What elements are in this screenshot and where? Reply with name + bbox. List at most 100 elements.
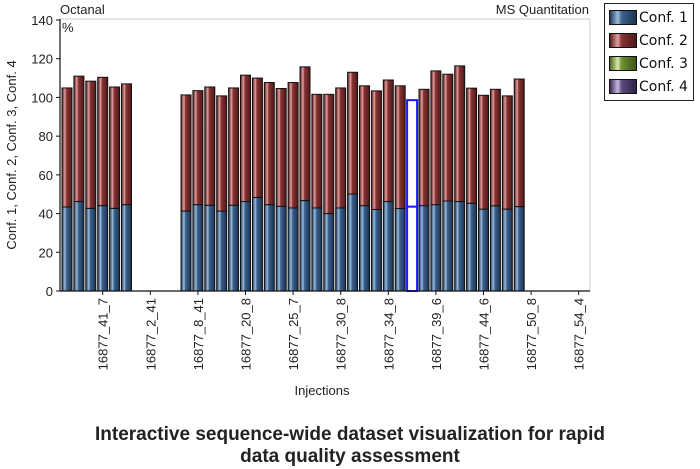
legend-item-conf-1[interactable]: Conf. 1 [609,6,693,29]
bar-conf-2-slot-6[interactable] [121,83,132,206]
bar-conf-2-slot-21[interactable] [299,66,311,202]
y-tick-label: 100 [31,90,53,105]
bar-conf-2-slot-27[interactable] [370,90,382,211]
bar-conf-2-slot-2[interactable] [73,75,85,203]
bar-conf-1-slot-18[interactable] [263,204,275,292]
bar-conf-2-slot-28[interactable] [382,79,394,203]
bar-conf-2-slot-23[interactable] [323,93,335,215]
bar-conf-2-slot-11[interactable] [180,94,192,212]
bar-conf-1-slot-33[interactable] [442,200,454,292]
x-tick-label: 16877_39_6 [429,298,444,370]
bar-conf-2-slot-5[interactable] [109,86,121,209]
bar-conf-1-slot-11[interactable] [180,210,192,292]
bar-conf-2-slot-4[interactable] [97,76,109,207]
y-tick-label: 80 [39,129,53,144]
y-tick-label: 120 [31,52,53,67]
bar-conf-1-slot-4[interactable] [97,205,109,292]
bar-conf-2-slot-1[interactable] [61,87,73,208]
chart-title-left: Octanal [60,2,105,17]
bar-conf-1-slot-35[interactable] [466,202,478,292]
bar-conf-1-slot-38[interactable] [501,208,513,292]
bar-conf-2-slot-31[interactable] [418,88,430,207]
bar-conf-2-slot-3[interactable] [85,80,97,209]
x-tick-label: 16877_20_8 [239,298,254,370]
x-tick-label: 16877_44_6 [477,298,492,370]
bar-conf-1-slot-36[interactable] [478,208,489,292]
legend-item-conf-3[interactable]: Conf. 3 [609,52,693,75]
legend-swatch-conf-2 [609,33,637,48]
bar-conf-2-slot-34[interactable] [454,65,466,203]
bar-conf-2-slot-19[interactable] [275,88,287,207]
bar-conf-2-slot-24[interactable] [335,87,347,209]
bar-conf-2-slot-36[interactable] [478,94,489,210]
bar-conf-2-slot-37[interactable] [489,88,501,207]
bar-conf-1-slot-37[interactable] [489,205,501,292]
legend-swatch-conf-3 [609,56,637,71]
bar-conf-1-slot-26[interactable] [359,205,370,292]
bar-conf-1-slot-5[interactable] [109,207,121,292]
bar-conf-1-slot-39[interactable] [513,206,525,292]
bar-conf-1-slot-27[interactable] [370,209,382,292]
bar-conf-1-slot-1[interactable] [61,206,73,292]
bar-conf-2-slot-16[interactable] [240,74,251,203]
y-tick-label: 40 [39,207,53,222]
bar-conf-2-slot-25[interactable] [347,71,359,195]
bar-conf-2-slot-12[interactable] [192,90,204,206]
bar-conf-2-slot-29[interactable] [394,85,406,210]
bar-conf-1-slot-23[interactable] [323,213,335,292]
bar-conf-2-slot-33[interactable] [442,73,454,202]
legend-label: Conf. 3 [639,55,688,72]
legend-item-conf-4[interactable]: Conf. 4 [609,75,693,98]
bar-conf-2-slot-26[interactable] [359,85,370,207]
y-tick-label: 60 [39,168,53,183]
unit-label: % [62,20,74,35]
bar-conf-1-slot-25[interactable] [347,193,359,292]
x-tick-label: 16877_2_41 [143,298,158,370]
bar-conf-1-slot-6[interactable] [121,204,132,292]
bar-conf-1-slot-13[interactable] [204,204,216,292]
bar-conf-2-slot-20[interactable] [287,82,299,209]
bar-conf-1-slot-12[interactable] [192,204,204,292]
bar-conf-2-slot-32[interactable] [430,70,442,206]
bar-conf-1-slot-20[interactable] [287,207,299,292]
bar-conf-1-slot-24[interactable] [335,207,347,292]
bar-conf-2-slot-30[interactable] [406,99,419,208]
bar-conf-1-slot-14[interactable] [216,210,228,292]
bar-conf-1-slot-22[interactable] [311,207,323,292]
legend: Conf. 1 Conf. 2 Conf. 3 Conf. 4 [604,3,694,101]
bar-conf-2-slot-39[interactable] [513,78,525,208]
x-tick-label: 16877_50_8 [524,298,539,370]
y-tick-label: 140 [31,13,53,28]
bar-conf-1-slot-30[interactable] [406,205,419,292]
x-tick-label: 16877_8_41 [191,298,206,370]
bar-conf-1-slot-29[interactable] [394,208,406,292]
bar-conf-2-slot-38[interactable] [501,95,513,210]
bar-conf-1-slot-2[interactable] [73,201,85,292]
bar-conf-2-slot-35[interactable] [466,87,478,204]
bar-conf-2-slot-18[interactable] [263,82,275,206]
bar-conf-1-slot-31[interactable] [418,205,430,292]
bar-conf-1-slot-32[interactable] [430,204,442,292]
legend-item-conf-2[interactable]: Conf. 2 [609,29,693,52]
bar-conf-2-slot-15[interactable] [228,87,240,206]
caption-line-1: Interactive sequence-wide dataset visual… [95,424,605,445]
bar-conf-1-slot-15[interactable] [228,204,240,292]
bar-conf-1-slot-3[interactable] [85,207,97,292]
bar-conf-1-slot-21[interactable] [299,200,311,292]
x-tick-label: 16877_34_8 [381,298,396,370]
bar-conf-1-slot-17[interactable] [251,197,263,292]
legend-label: Conf. 2 [639,32,688,49]
bar-conf-2-slot-13[interactable] [204,86,216,206]
bar-conf-1-slot-28[interactable] [382,201,394,292]
bar-conf-1-slot-34[interactable] [454,201,466,292]
caption-line-2: data quality assessment [240,446,460,467]
legend-swatch-conf-1 [609,10,637,25]
bar-conf-1-slot-16[interactable] [240,201,251,292]
x-tick-label: 16877_41_7 [96,298,111,370]
bar-conf-2-slot-14[interactable] [216,95,228,212]
chart-title-right: MS Quantitation [496,2,589,17]
bar-conf-2-slot-22[interactable] [311,93,323,209]
bar-conf-1-slot-19[interactable] [275,205,287,292]
bar-conf-2-slot-17[interactable] [251,77,263,199]
